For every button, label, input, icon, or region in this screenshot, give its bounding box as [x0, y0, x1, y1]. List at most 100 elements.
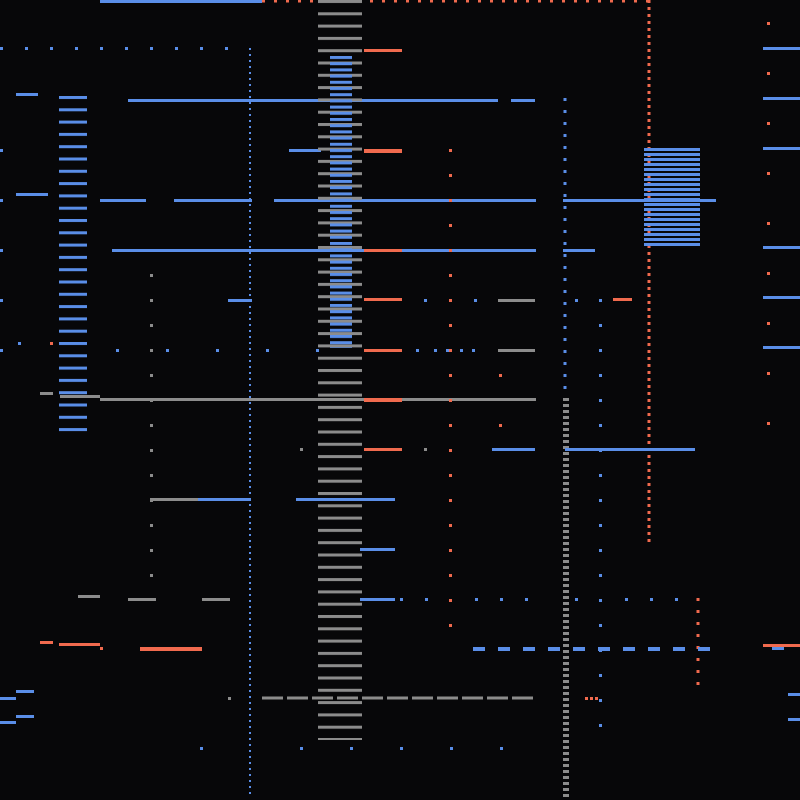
dot-mark	[599, 474, 602, 477]
dot-mark	[266, 349, 269, 352]
blue-line-200-a	[100, 199, 146, 202]
dot-mark	[434, 349, 437, 352]
dot-mark	[472, 349, 475, 352]
blue-line-200-right	[563, 199, 716, 202]
dot-mark	[599, 674, 602, 677]
orange-fragment-300	[613, 298, 632, 301]
dot-mark	[449, 199, 452, 202]
dot-mark	[449, 624, 452, 627]
top-blue-bar	[100, 0, 262, 3]
blue-fragment-right-694	[788, 693, 800, 696]
blue-fragment-94	[16, 93, 38, 96]
dot-mark	[300, 448, 303, 451]
dot-mark	[599, 549, 602, 552]
dot-mark	[400, 598, 403, 601]
dot-mark	[499, 424, 502, 427]
right-tick-348	[763, 346, 800, 349]
dot-mark	[150, 449, 153, 452]
dot-mark	[0, 149, 3, 152]
orange-fragment-648	[140, 647, 202, 651]
dot-mark	[125, 47, 128, 50]
orange-tick-450	[364, 448, 402, 451]
dot-mark	[449, 149, 452, 152]
dot-mark	[767, 422, 770, 425]
dot-mark	[450, 747, 453, 750]
gray-fragment-350	[498, 349, 535, 352]
dot-mark	[116, 349, 119, 352]
blue-line-600	[360, 598, 395, 601]
dot-mark	[449, 174, 452, 177]
dot-mark	[0, 47, 3, 50]
dot-mark	[449, 599, 452, 602]
dot-mark	[150, 399, 153, 402]
blue-fragment-698	[0, 697, 16, 700]
orange-tick-350	[364, 349, 402, 352]
dot-mark	[474, 299, 477, 302]
dot-mark	[449, 399, 452, 402]
dot-mark	[0, 299, 3, 302]
dot-mark	[599, 349, 602, 352]
gray-line-500	[150, 498, 198, 501]
dot-mark	[225, 47, 228, 50]
dot-mark	[599, 574, 602, 577]
dot-mark	[525, 598, 528, 601]
dot-mark	[599, 399, 602, 402]
blue-fragment-716	[16, 715, 34, 718]
blue-fragment-450	[492, 448, 535, 451]
blue-line-200-b	[174, 199, 252, 202]
left-blue-ladder	[59, 96, 87, 436]
dot-mark	[599, 524, 602, 527]
blue-line-550	[360, 548, 395, 551]
dot-mark	[400, 747, 403, 750]
dot-mark	[150, 574, 153, 577]
blue-fragment-300	[228, 299, 252, 302]
right-tick-248	[763, 246, 800, 249]
orange-fragment-641	[40, 641, 53, 644]
right-tick-48	[763, 47, 800, 50]
gray-fragment-392	[40, 392, 53, 395]
orange-tick-400	[364, 398, 402, 402]
dot-mark	[425, 598, 428, 601]
dot-mark	[767, 122, 770, 125]
dot-mark	[350, 747, 353, 750]
dot-mark	[499, 374, 502, 377]
dot-mark	[300, 747, 303, 750]
dot-mark	[424, 448, 427, 451]
dot-mark	[166, 349, 169, 352]
dot-mark	[75, 47, 78, 50]
dot-mark	[449, 424, 452, 427]
dot-mark	[0, 249, 3, 252]
blue-fragment-690	[16, 690, 34, 693]
dot-mark	[625, 598, 628, 601]
dot-mark	[446, 349, 449, 352]
dot-mark	[0, 199, 3, 202]
dot-mark	[25, 47, 28, 50]
dot-mark	[449, 249, 452, 252]
dot-mark	[100, 647, 103, 650]
gray-fragment-599-b	[202, 598, 230, 601]
dot-mark	[200, 47, 203, 50]
blue-fragment-150	[289, 149, 321, 152]
dot-mark	[316, 349, 319, 352]
dot-mark	[575, 598, 578, 601]
dot-mark	[449, 549, 452, 552]
dot-mark	[449, 474, 452, 477]
dot-mark	[424, 299, 427, 302]
dot-mark	[449, 374, 452, 377]
dot-mark	[150, 549, 153, 552]
dot-mark	[216, 349, 219, 352]
dot-mark	[585, 697, 588, 700]
dot-mark	[767, 172, 770, 175]
dot-mark	[599, 424, 602, 427]
dot-mark	[449, 524, 452, 527]
dot-mark	[500, 747, 503, 750]
dot-mark	[50, 342, 53, 345]
dot-mark	[595, 697, 598, 700]
dot-mark	[449, 274, 452, 277]
dot-mark	[150, 499, 153, 502]
dot-mark	[150, 47, 153, 50]
dot-mark	[767, 272, 770, 275]
dot-mark	[767, 22, 770, 25]
dot-mark	[599, 499, 602, 502]
